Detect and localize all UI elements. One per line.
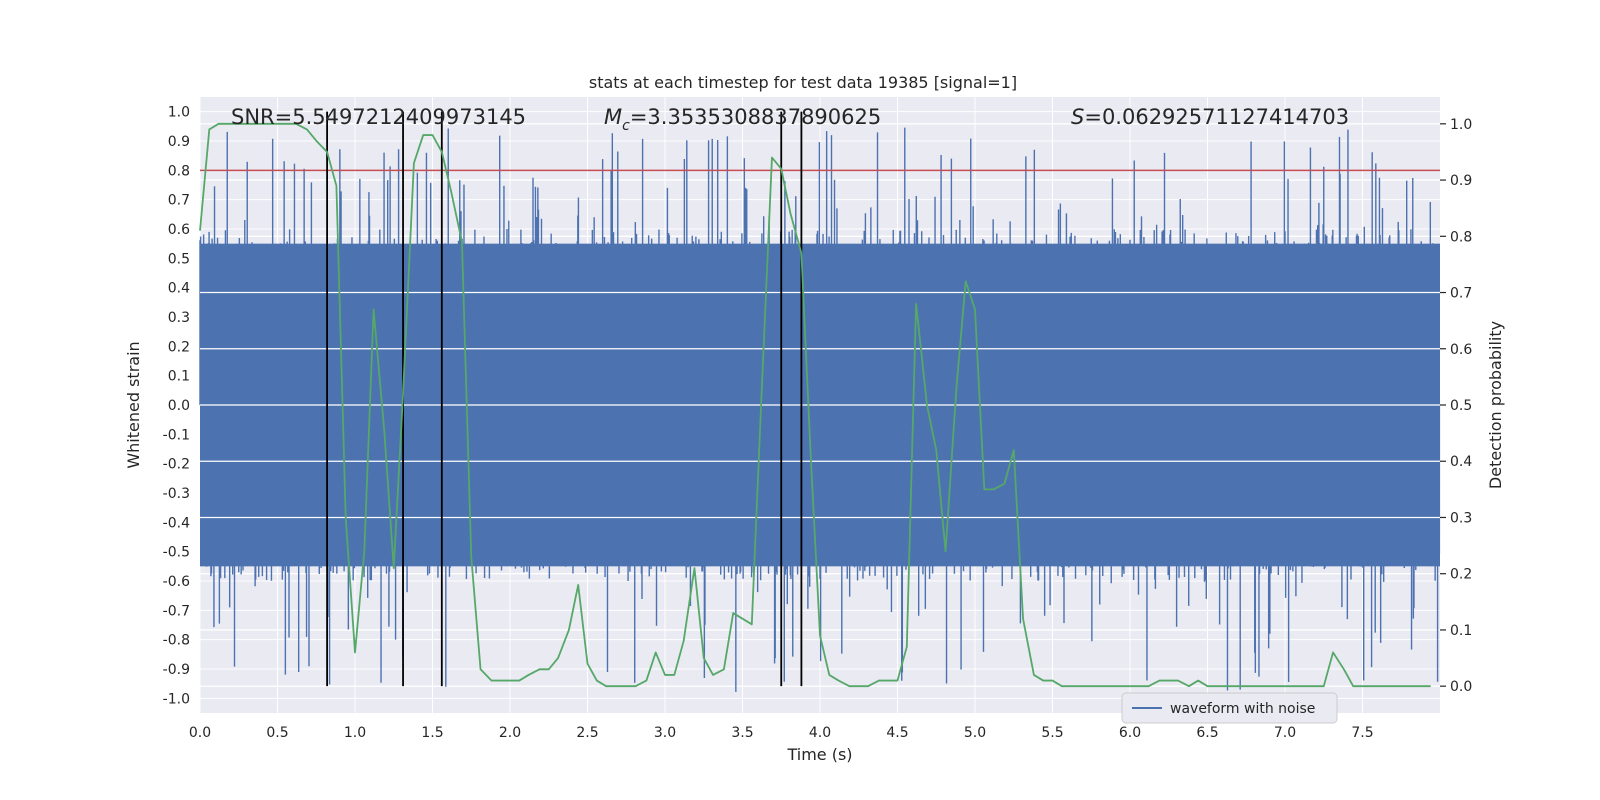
- x-tick-label: 3.0: [654, 725, 676, 741]
- legend-label: waveform with noise: [1170, 701, 1315, 717]
- y-tick-label-left: 0.6: [168, 222, 190, 238]
- chirp-mass-symbol: M: [604, 105, 622, 129]
- y-tick-label-left: -0.4: [163, 515, 190, 531]
- y-tick-label-left: 0.5: [168, 251, 190, 267]
- y-tick-label-left: -0.1: [163, 427, 190, 443]
- x-tick-label: 7.0: [1274, 725, 1296, 741]
- y-tick-label-right: 0.5: [1450, 398, 1472, 414]
- y-tick-label-left: -1.0: [163, 691, 190, 707]
- waveform-series: [199, 127, 1441, 692]
- x-tick-label: 0.0: [189, 725, 211, 741]
- y-tick-label-left: -0.9: [163, 662, 190, 678]
- legend-box: [1121, 692, 1338, 724]
- y-tick-label-right: 0.8: [1450, 229, 1472, 245]
- y-tick-label-left: 0.7: [168, 193, 190, 209]
- probability-series: [199, 122, 1431, 688]
- x-tick-label: 7.5: [1351, 725, 1373, 741]
- y-tick-label-left: 0.8: [168, 163, 190, 179]
- significance-symbol: S: [1071, 105, 1084, 129]
- y-tick-label-left: 0.1: [168, 369, 190, 385]
- y-tick-label-right: 0.4: [1450, 454, 1472, 470]
- y-tick-label-left: -0.7: [163, 603, 190, 619]
- y-axis-right-ticks: 1.0 0.9 0.8 0.7 0.6 0.5 0.4 0.3 0.2 0.1 0.0: [1440, 117, 1472, 695]
- y-tick-label-left: 0.9: [168, 134, 190, 150]
- x-tick-label: 4.0: [809, 725, 831, 741]
- chirp-mass-annotation: Mc=3.3535308837890625: [604, 105, 881, 134]
- x-axis-ticks: 0.0 0.5 1.0 1.5 2.0 2.5 3.0 3.5 4.0 4.5 5.0 5.5 6.0 6…: [189, 725, 1374, 741]
- x-tick-label: 1.0: [344, 725, 366, 741]
- x-tick-label: 6.0: [1119, 725, 1141, 741]
- x-tick-label: 3.5: [731, 725, 753, 741]
- y-tick-label-right: 0.7: [1450, 286, 1472, 302]
- significance-annotation: S=0.06292571127414703: [1071, 105, 1349, 129]
- x-tick-label: 6.5: [1196, 725, 1218, 741]
- y-tick-label-left: 0.2: [168, 339, 190, 355]
- y-tick-label-left: -0.8: [163, 633, 190, 649]
- y-tick-label-right: 0.2: [1450, 567, 1472, 583]
- y-tick-label-left: 1.0: [168, 105, 190, 121]
- legend: waveform with noise: [1121, 692, 1338, 724]
- y-tick-label-right: 0.0: [1450, 679, 1472, 695]
- x-tick-label: 2.5: [576, 725, 598, 741]
- chart-title: stats at each timestep for test data 193…: [589, 73, 1017, 92]
- y-tick-label-left: 0.0: [168, 398, 190, 414]
- chirp-mass-subscript: c: [622, 118, 630, 134]
- y-tick-label-right: 0.1: [1450, 623, 1472, 639]
- y-tick-label-left: -0.6: [163, 574, 190, 590]
- y-tick-label-left: 0.4: [168, 281, 190, 297]
- y-tick-label-left: -0.2: [163, 457, 190, 473]
- x-tick-label: 2.0: [499, 725, 521, 741]
- y-tick-label-right: 0.9: [1450, 173, 1472, 189]
- snr-annotation: SNR=5.5497212409973145: [231, 105, 526, 129]
- x-tick-label: 5.0: [964, 725, 986, 741]
- significance-value: =0.06292571127414703: [1084, 105, 1349, 129]
- x-tick-label: 4.5: [886, 725, 908, 741]
- y-tick-label-right: 0.3: [1450, 510, 1472, 526]
- x-tick-label: 0.5: [266, 725, 288, 741]
- y-tick-label-left: -0.5: [163, 545, 190, 561]
- y-tick-label-left: -0.3: [163, 486, 190, 502]
- y-tick-label-right: 1.0: [1450, 117, 1472, 133]
- y-axis-label-right: Detection probability: [1486, 321, 1505, 489]
- x-tick-label: 1.5: [421, 725, 443, 741]
- x-tick-label: 5.5: [1041, 725, 1063, 741]
- chirp-mass-value: =3.3535308837890625: [630, 105, 881, 129]
- y-tick-label-right: 0.6: [1450, 342, 1472, 358]
- probability-line: [199, 122, 1431, 688]
- y-axis-left-ticks: 1.0 0.9 0.8 0.7 0.6 0.5 0.4 0.3 0.2 0.1 0.0 -0.1 -0.…: [163, 105, 190, 708]
- y-tick-label-left: 0.3: [168, 310, 190, 326]
- y-axis-label-left: Whitened strain: [124, 341, 143, 468]
- x-axis-label: Time (s): [786, 745, 852, 764]
